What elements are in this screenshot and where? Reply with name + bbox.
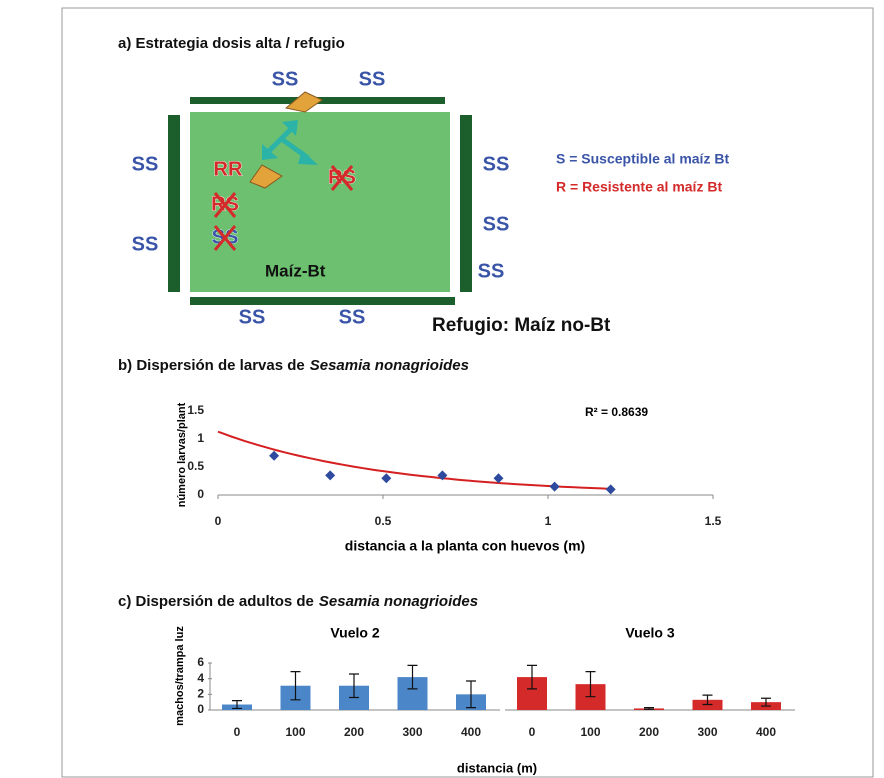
- refuge-strip: [460, 115, 472, 292]
- title-species: Sesamia nonagrioides: [319, 593, 478, 610]
- chart-title: b) Dispersión de larvas de Sesamia nonagr…: [118, 357, 469, 374]
- refuge-label: Refugio: Maíz no-Bt: [432, 315, 611, 336]
- x-tick-label: 0.5: [375, 514, 392, 528]
- genotype-label: SS: [478, 260, 505, 282]
- y-tick-label: 2: [197, 687, 204, 701]
- y-tick-label: 0: [197, 702, 204, 716]
- refuge-strip: [190, 297, 455, 305]
- subtitle: Vuelo 2: [330, 625, 379, 641]
- legend-entry: R = Resistente al maíz Bt: [556, 179, 722, 195]
- genotype-label: SS: [272, 68, 299, 90]
- y-tick-label: 6: [197, 655, 204, 669]
- genotype-label: RR: [214, 158, 243, 180]
- x-tick-label: 1.5: [705, 514, 722, 528]
- refuge-strip: [168, 115, 180, 292]
- y-tick-label: 1.5: [187, 403, 204, 417]
- diagram-title: a) Estrategia dosis alta / refugio: [118, 35, 345, 52]
- x-tick-label: 400: [756, 725, 776, 739]
- x-tick-label: 0: [529, 725, 536, 739]
- y-tick-label: 1: [197, 431, 204, 445]
- title-species: Sesamia nonagrioides: [310, 357, 469, 374]
- chart-title: c) Dispersión de adultos de Sesamia nonag…: [118, 593, 478, 610]
- x-tick-label: 200: [344, 725, 364, 739]
- y-tick-label: 0.5: [187, 459, 204, 473]
- x-tick-label: 400: [461, 725, 481, 739]
- x-tick-label: 100: [580, 725, 600, 739]
- y-axis-label: número larvas/plant: [176, 402, 188, 507]
- genotype-label: SS: [132, 233, 159, 255]
- genotype-label: SS: [339, 306, 366, 328]
- field-label: Maíz-Bt: [265, 261, 326, 280]
- annotation: R² = 0.8639: [585, 405, 648, 419]
- subtitle: Vuelo 3: [625, 625, 674, 641]
- genotype-label: SS: [359, 68, 386, 90]
- genotype-label: SS: [239, 306, 266, 328]
- title-text: c) Dispersión de adultos de: [118, 593, 314, 610]
- x-axis-label: distancia (m): [457, 760, 537, 775]
- title-text: b) Dispersión de larvas de: [118, 357, 305, 374]
- genotype-label: SS: [483, 153, 510, 175]
- y-tick-label: 0: [197, 487, 204, 501]
- y-tick-label: 4: [197, 671, 204, 685]
- figure: a) Estrategia dosis alta / refugio Maíz-…: [0, 0, 884, 778]
- genotype-label: SS: [132, 153, 159, 175]
- y-axis-label: machos/trampa luz: [174, 626, 186, 726]
- x-tick-label: 300: [697, 725, 717, 739]
- x-tick-label: 100: [285, 725, 305, 739]
- genotype-label: SS: [483, 213, 510, 235]
- x-tick-label: 300: [402, 725, 422, 739]
- x-tick-label: 200: [639, 725, 659, 739]
- x-tick-label: 0: [234, 725, 241, 739]
- x-axis-label: distancia a la planta con huevos (m): [345, 538, 585, 554]
- legend-entry: S = Susceptible al maíz Bt: [556, 151, 729, 167]
- x-tick-label: 0: [215, 514, 222, 528]
- x-tick-label: 1: [545, 514, 552, 528]
